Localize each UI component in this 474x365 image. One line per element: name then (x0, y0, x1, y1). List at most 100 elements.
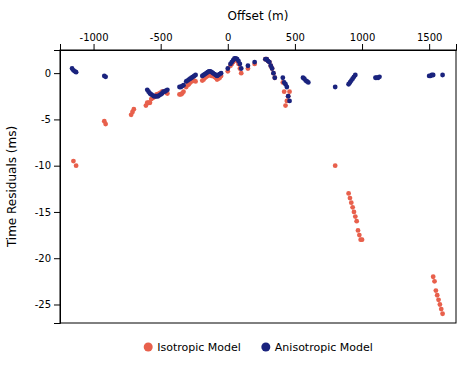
point (287, 98, 292, 103)
tick-mark (362, 44, 363, 50)
point (431, 73, 436, 78)
tick-mark (228, 44, 229, 50)
tick-label: 1000 (350, 32, 375, 43)
point (193, 73, 198, 78)
point (349, 200, 354, 205)
plot-frame (60, 50, 456, 323)
legend-swatch (261, 343, 270, 352)
tick-mark (54, 166, 60, 167)
tick: 0 (225, 32, 231, 50)
point (350, 205, 355, 210)
point (333, 163, 338, 168)
point (283, 103, 288, 108)
point (239, 66, 244, 71)
point (271, 71, 276, 76)
point (352, 210, 357, 215)
point (432, 279, 437, 284)
point (286, 94, 291, 99)
point (357, 233, 362, 238)
point (71, 159, 76, 164)
point (103, 122, 108, 127)
point (437, 302, 442, 307)
point (165, 87, 170, 92)
tick: -1000 (80, 32, 109, 50)
point (280, 75, 285, 80)
point (439, 307, 444, 312)
tick: 0 (45, 68, 60, 79)
point (270, 66, 275, 71)
x-axis: -1000 -500 0 500 1000 1500 (61, 32, 457, 51)
point (431, 274, 436, 279)
tick-mark (161, 44, 162, 50)
point (219, 71, 224, 76)
point (286, 94, 291, 99)
point (433, 288, 438, 293)
tick-mark (94, 44, 95, 50)
tick-mark (54, 119, 60, 120)
tick-label: -500 (150, 32, 173, 43)
point (246, 63, 251, 68)
tick-mark (54, 304, 60, 305)
tick-label: -10 (35, 160, 51, 171)
tick-label: -20 (35, 253, 51, 264)
tick: -25 (35, 299, 60, 310)
point (74, 163, 79, 168)
tick-mark (429, 44, 430, 50)
point (436, 297, 441, 302)
tick-label: -15 (35, 207, 51, 218)
legend-label: Isotropic Model (157, 341, 241, 354)
legend-item: Anisotropic Model (261, 341, 372, 354)
tick-label: -5 (41, 114, 51, 125)
point (287, 89, 292, 94)
chart: -1000 -500 0 500 1000 1500 0 -5 -10 -15 -20 -25 Offs… (0, 0, 474, 365)
point (435, 293, 440, 298)
legend-item: Isotropic Model (144, 341, 241, 354)
tick-label: 0 (45, 68, 51, 79)
tick-label: 1500 (417, 32, 442, 43)
tick-mark (54, 212, 60, 213)
point (377, 74, 382, 79)
tick-label: 0 (225, 32, 231, 43)
tick: -10 (35, 160, 60, 171)
tick: -500 (150, 32, 173, 50)
point (74, 70, 79, 75)
point (440, 311, 445, 316)
tick: -20 (35, 253, 60, 264)
tick: 1000 (350, 32, 375, 50)
tick: -15 (35, 207, 60, 218)
legend-swatch (144, 343, 153, 352)
point (193, 79, 198, 84)
tick-label: -25 (35, 299, 51, 310)
marks (70, 56, 445, 316)
point (252, 60, 257, 65)
point (282, 89, 287, 94)
point (440, 73, 445, 78)
x-axis-title: Offset (m) (228, 9, 289, 23)
y-axis-title: Time Residuals (ms) (5, 126, 19, 248)
point (353, 214, 358, 219)
point (272, 75, 277, 80)
tick-mark (54, 73, 60, 74)
point (360, 237, 365, 242)
legend: Isotropic Model Anisotropic Model (144, 341, 373, 354)
legend-label: Anisotropic Model (275, 341, 373, 354)
point (354, 219, 359, 224)
point (239, 71, 244, 76)
point (346, 191, 351, 196)
y-axis-line (54, 51, 61, 324)
y-axis: 0 -5 -10 -15 -20 -25 (35, 51, 61, 324)
point (284, 85, 289, 90)
point (103, 74, 108, 79)
tick: 500 (286, 32, 305, 50)
series (70, 56, 445, 103)
tick: -5 (41, 114, 60, 125)
tick-mark (295, 44, 296, 50)
point (356, 228, 361, 233)
point (271, 71, 276, 76)
point (225, 66, 230, 71)
point (306, 80, 311, 85)
point (333, 85, 338, 90)
tick-label: 500 (286, 32, 305, 43)
x-axis-line (61, 44, 457, 51)
point (181, 89, 186, 94)
